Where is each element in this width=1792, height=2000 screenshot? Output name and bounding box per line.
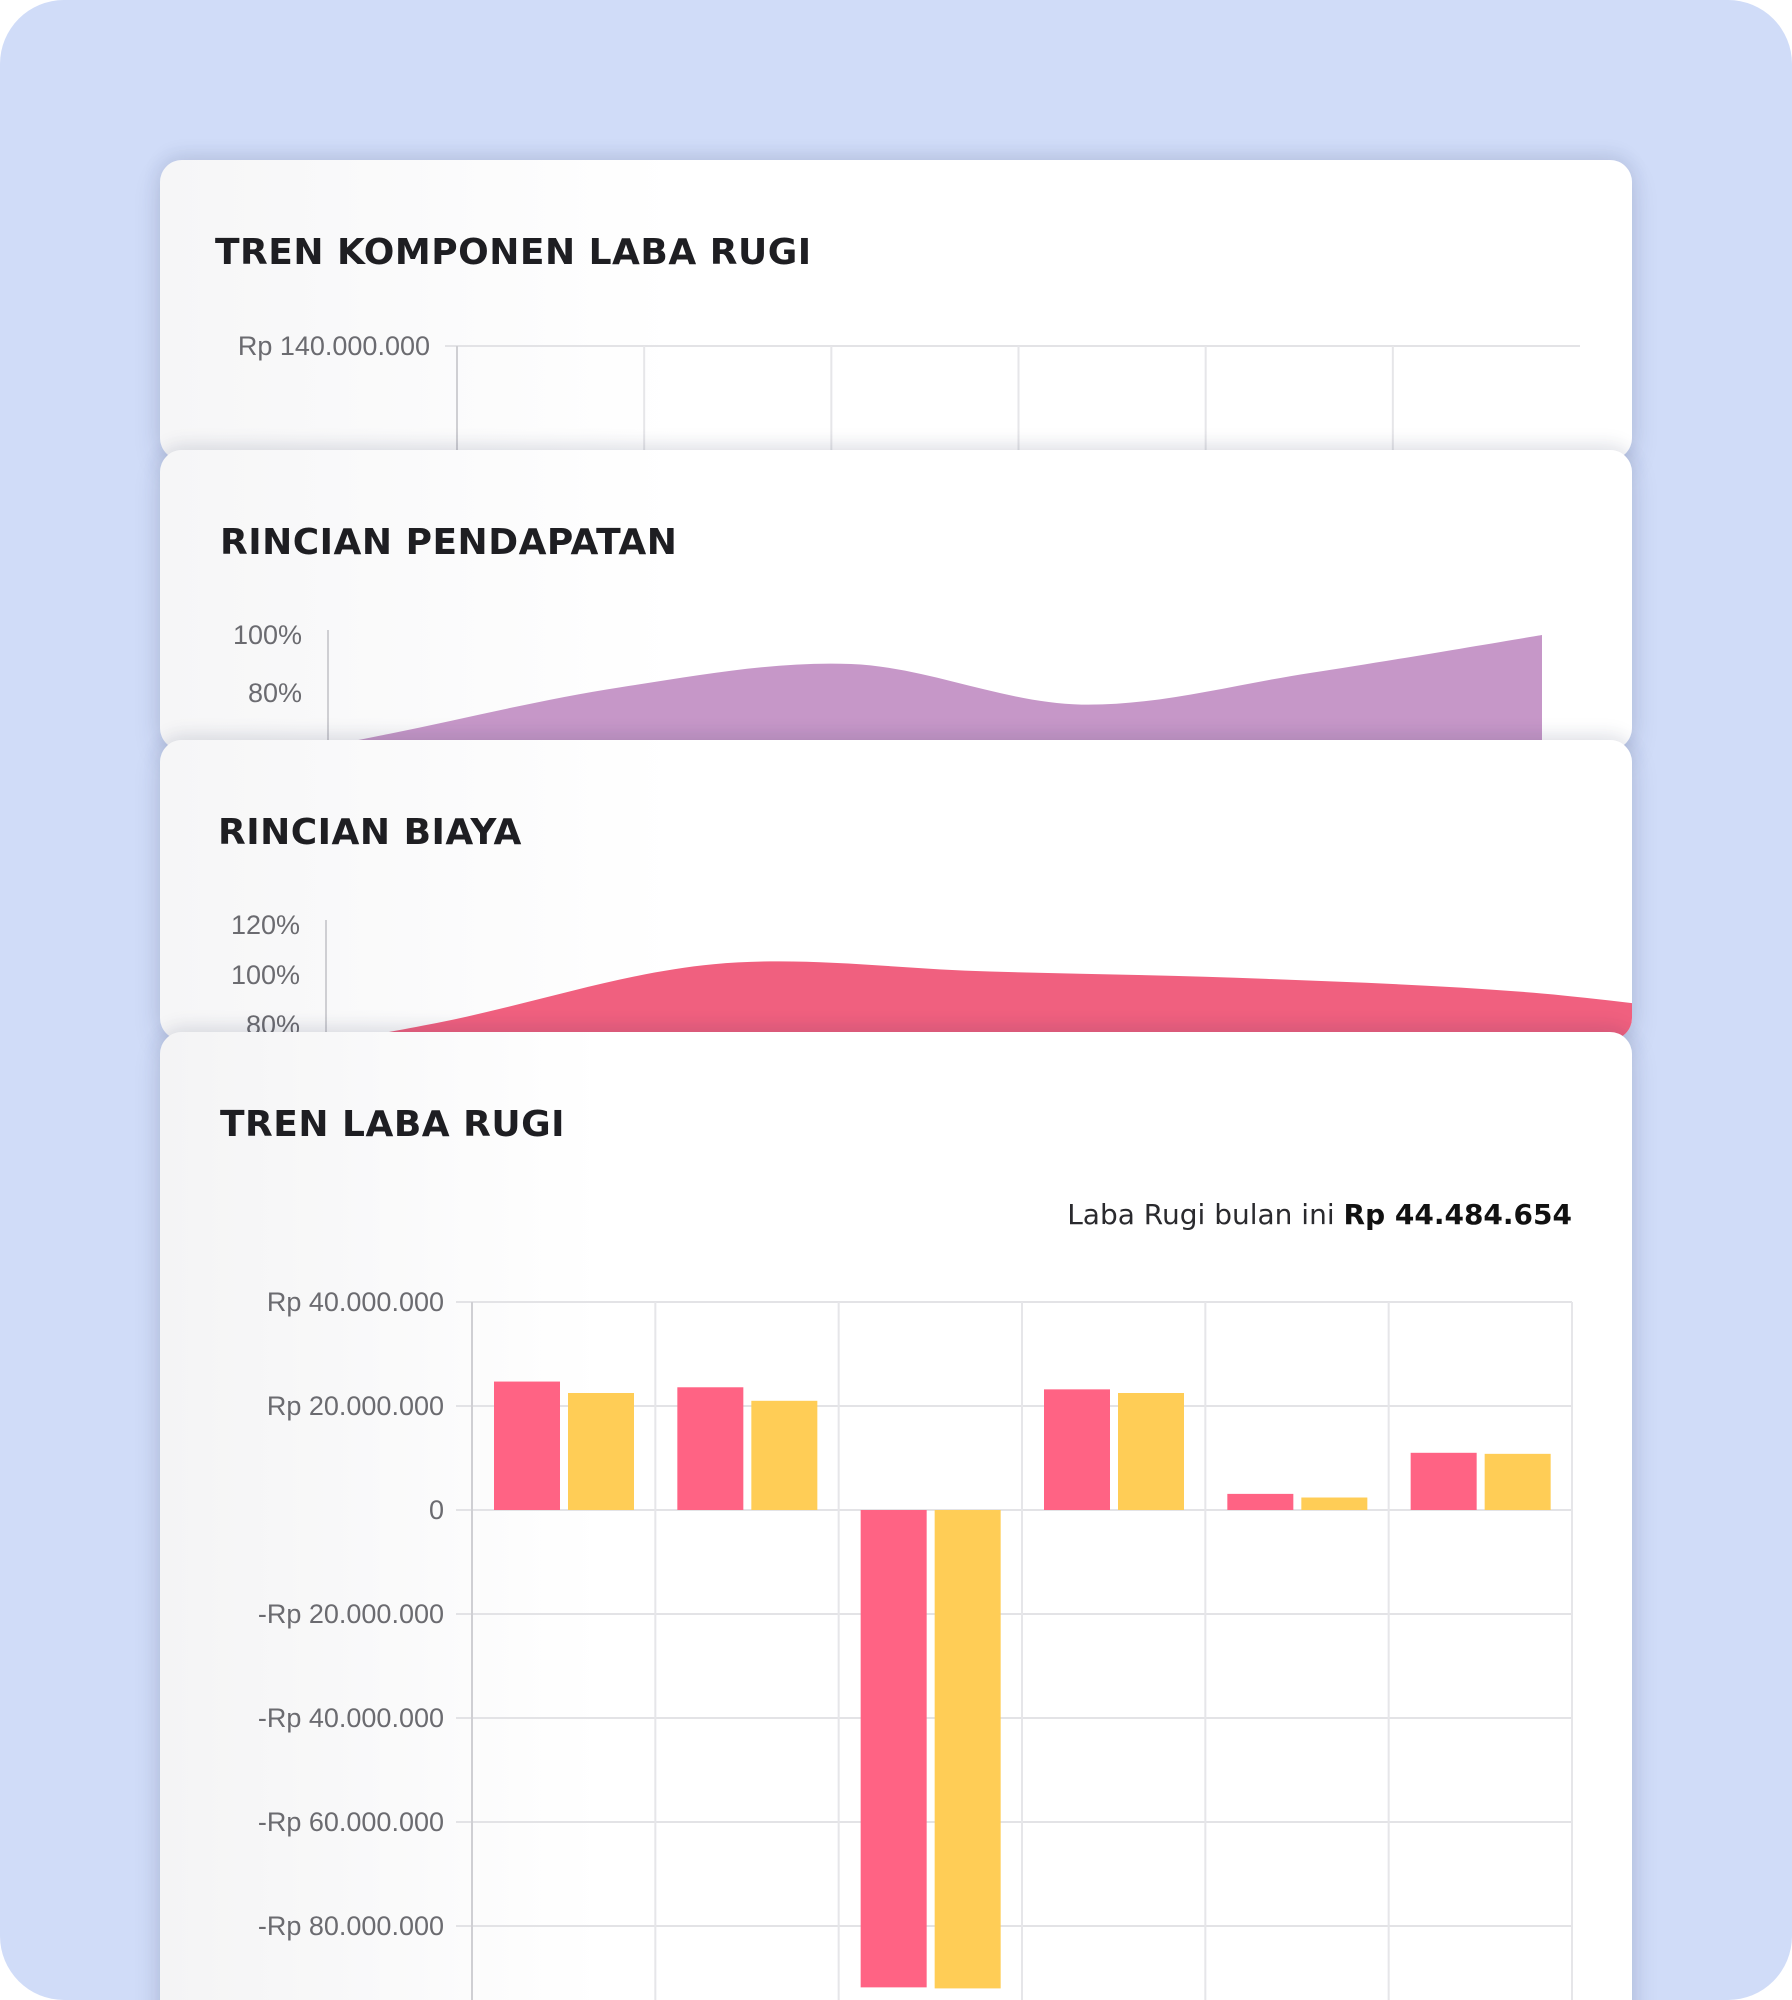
bar	[751, 1400, 818, 1510]
profit-summary-value: Rp 44.484.654	[1343, 1198, 1572, 1231]
bar	[677, 1387, 744, 1510]
bar	[568, 1393, 634, 1510]
cost-detail-title: RINCIAN BIAYA	[218, 812, 522, 853]
profit-trend-chart: Rp 40.000.000 Rp 20.000.000 0 -Rp 20.000.00…	[258, 1287, 1573, 2000]
profit-summary: Laba Rugi bulan ini Rp 44.484.654	[1067, 1198, 1572, 1231]
y-tick-label: -Rp 20.000.000	[258, 1599, 444, 1629]
revenue-detail-chart: 100% 80%	[233, 620, 1542, 750]
y-tick-label: 0	[429, 1495, 444, 1525]
bar	[1227, 1493, 1294, 1510]
y-tick-label: 100%	[231, 960, 300, 990]
income-components-title: TREN KOMPONEN LABA RUGI	[215, 232, 812, 273]
profit-trend-card: TREN LABA RUGI Laba Rugi bulan ini Rp 44…	[160, 1032, 1632, 2000]
profit-summary-label: Laba Rugi bulan ini	[1067, 1198, 1335, 1231]
bar	[1118, 1393, 1184, 1510]
bar	[860, 1510, 927, 1988]
y-tick-label: Rp 20.000.000	[267, 1391, 444, 1421]
y-tick-label: 80%	[248, 678, 302, 708]
y-tick-label: Rp 40.000.000	[267, 1287, 444, 1317]
cost-detail-card: RINCIAN BIAYA 120% 100% 80%	[160, 740, 1632, 1040]
bar	[1301, 1497, 1368, 1510]
revenue-detail-card: RINCIAN PENDAPATAN 100% 80%	[160, 450, 1632, 750]
profit-trend-title: TREN LABA RUGI	[220, 1104, 566, 1145]
y-tick-label: Rp 140.000.000	[238, 331, 430, 361]
y-tick-label: -Rp 80.000.000	[258, 1911, 444, 1941]
income-components-card: TREN KOMPONEN LABA RUGI Rp 140.000.000	[160, 160, 1632, 460]
y-tick-label: -Rp 60.000.000	[258, 1807, 444, 1837]
revenue-detail-title: RINCIAN PENDAPATAN	[220, 522, 678, 563]
area-series	[344, 961, 1632, 1040]
bar	[1484, 1453, 1551, 1510]
bar	[934, 1510, 1001, 1989]
area-series	[308, 635, 1542, 750]
bar	[1410, 1452, 1477, 1510]
cost-detail-chart: 120% 100% 80%	[231, 910, 1632, 1040]
income-components-chart: Rp 140.000.000	[238, 331, 1580, 460]
bar	[494, 1381, 560, 1510]
y-tick-label: 100%	[233, 620, 302, 650]
y-tick-label: 120%	[231, 910, 300, 940]
y-tick-label: -Rp 40.000.000	[258, 1703, 444, 1733]
bar	[1044, 1389, 1110, 1510]
